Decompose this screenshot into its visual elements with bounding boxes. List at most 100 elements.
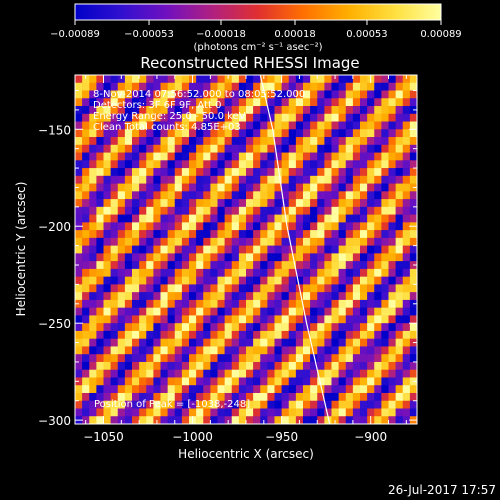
heatmap-cell: [274, 137, 282, 146]
heatmap-cell: [253, 75, 261, 84]
heatmap-cell: [295, 377, 304, 386]
heatmap-cell: [217, 253, 225, 262]
heatmap-cell: [324, 253, 332, 262]
heatmap-cell: [345, 400, 354, 409]
heatmap-cell: [310, 129, 318, 138]
heatmap-cell: [374, 75, 382, 84]
heatmap-cell: [238, 199, 247, 208]
heatmap-cell: [352, 168, 361, 177]
heatmap-cell: [288, 299, 297, 308]
heatmap-cell: [295, 199, 304, 208]
heatmap-cell: [174, 361, 183, 371]
heatmap-cell: [324, 400, 332, 409]
heatmap-cell: [381, 416, 389, 424]
heatmap-cell: [203, 377, 211, 386]
heatmap-cell: [139, 137, 147, 146]
heatmap-cell: [274, 98, 282, 107]
heatmap-cell: [75, 137, 83, 146]
heatmap-cell: [160, 338, 168, 347]
y-tick-label: −300: [38, 414, 71, 428]
heatmap-cell: [352, 129, 361, 138]
heatmap-cell: [139, 284, 147, 293]
heatmap-cell: [303, 338, 311, 347]
heatmap-cell: [167, 75, 176, 84]
heatmap-cell: [295, 385, 304, 394]
heatmap-cell: [132, 168, 140, 177]
heatmap-cell: [124, 392, 133, 402]
heatmap-cell: [146, 408, 154, 417]
heatmap-cell: [181, 230, 190, 239]
heatmap-cell: [360, 129, 368, 138]
heatmap-cell: [395, 230, 404, 239]
heatmap-cell: [196, 354, 204, 363]
heatmap-cell: [238, 222, 247, 231]
heatmap-cell: [196, 199, 204, 208]
heatmap-cell: [288, 98, 297, 107]
heatmap-cell: [196, 315, 204, 324]
heatmap-cell: [146, 361, 154, 371]
heatmap-cell: [360, 222, 368, 231]
heatmap-cell: [196, 385, 204, 394]
heatmap-cell: [181, 284, 190, 293]
heatmap-cell: [75, 385, 83, 394]
heatmap-cell: [409, 199, 417, 208]
heatmap-cell: [210, 253, 218, 262]
y-axis-label: Heliocentric Y (arcsec): [14, 182, 28, 317]
heatmap-cell: [246, 245, 254, 254]
heatmap-cell: [281, 168, 290, 177]
heatmap-cell: [110, 152, 119, 161]
heatmap-cell: [246, 338, 254, 347]
heatmap-cell: [132, 416, 140, 424]
heatmap-cell: [246, 361, 254, 371]
heatmap-cell: [317, 75, 325, 84]
heatmap-cell: [246, 299, 254, 308]
heatmap-cell: [260, 268, 268, 277]
heatmap-cell: [196, 82, 204, 91]
heatmap-cell: [167, 82, 176, 91]
heatmap-cell: [167, 268, 176, 277]
heatmap-cell: [338, 152, 347, 161]
heatmap-cell: [238, 237, 247, 246]
heatmap-cell: [203, 237, 211, 246]
heatmap-cell: [317, 175, 325, 184]
heatmap-cell: [409, 385, 417, 394]
heatmap-cell: [338, 261, 347, 270]
heatmap-cell: [238, 245, 247, 254]
heatmap-cell: [374, 338, 382, 347]
heatmap-cell: [395, 346, 404, 355]
heatmap-cell: [224, 98, 233, 107]
heatmap-cell: [338, 222, 347, 231]
heatmap-cell: [360, 245, 368, 254]
heatmap-cell: [253, 183, 261, 192]
heatmap-cell: [146, 75, 154, 84]
heatmap-cell: [89, 230, 97, 239]
heatmap-cell: [388, 292, 396, 301]
heatmap-cell: [395, 392, 404, 402]
heatmap-cell: [174, 160, 183, 169]
colorbar: −0.00089 −0.00053 −0.00018 0.00018 0.00053 0.…: [50, 3, 462, 53]
heatmap-cell: [288, 175, 297, 184]
heatmap-cell: [281, 222, 290, 231]
heatmap-cell: [203, 253, 211, 262]
heatmap-cell: [246, 284, 254, 293]
heatmap-cell: [367, 183, 375, 192]
heatmap-cell: [402, 268, 411, 277]
heatmap-cell: [324, 261, 332, 270]
heatmap-cell: [146, 168, 154, 177]
heatmap-cell: [374, 90, 382, 99]
heatmap-cell: [324, 199, 332, 208]
heatmap-cell: [224, 199, 233, 208]
heatmap-cell: [402, 276, 411, 285]
heatmap-cell: [402, 113, 411, 122]
heatmap-cell: [189, 129, 197, 138]
heatmap-cell: [210, 392, 218, 402]
heatmap-cell: [388, 98, 396, 107]
heatmap-cell: [196, 408, 204, 417]
heatmap-cell: [103, 113, 111, 122]
heatmap-cell: [189, 408, 197, 417]
heatmap-cell: [146, 268, 154, 277]
heatmap-cell: [303, 416, 311, 424]
heatmap-cell: [267, 385, 275, 394]
heatmap-cell: [139, 152, 147, 161]
heatmap-cell: [224, 230, 233, 239]
